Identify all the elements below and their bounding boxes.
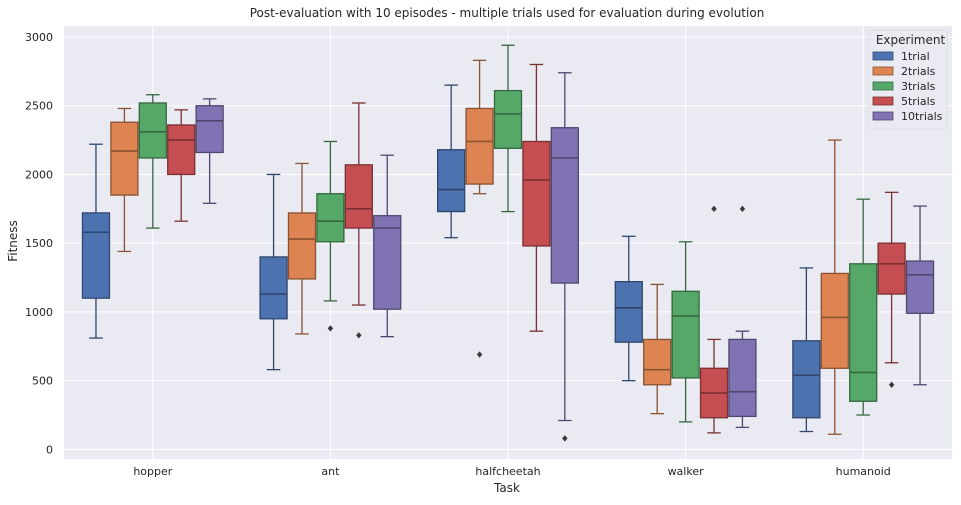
box-iqr (138, 102, 167, 159)
outlier-point (888, 381, 895, 388)
box-3trials-hopper (138, 94, 167, 229)
box-iqr (550, 127, 579, 284)
outlier-point (711, 205, 717, 213)
x-tick-label: halfcheetah (475, 465, 540, 478)
legend-title: Experiment (876, 33, 946, 47)
box-iqr (316, 193, 345, 243)
box-iqr (877, 242, 906, 295)
box-5trials-hopper (167, 109, 196, 222)
box-3trials-halfcheetah (493, 44, 523, 213)
legend-label: 2trials (901, 65, 936, 78)
box-series-group (81, 44, 935, 442)
legend-label: 1trial (901, 50, 930, 63)
box-iqr (195, 105, 224, 154)
box-2trials-walker (643, 283, 672, 415)
x-tick-label: walker (668, 465, 705, 478)
legend-swatch (872, 51, 894, 61)
box-2trials-hopper (110, 107, 139, 253)
box-iqr (167, 124, 196, 176)
box-iqr (728, 338, 757, 418)
legend-swatch (872, 96, 894, 106)
legend-swatch (872, 111, 894, 121)
box-2trials-humanoid (820, 139, 849, 435)
legend-swatch (872, 81, 894, 91)
box-1trial-hopper (81, 143, 111, 339)
legend-item-2trials: 2trials (872, 65, 936, 78)
box-iqr (522, 140, 551, 247)
legend-items: 1trial 2trials 3trials 5trials 10trials (872, 50, 943, 123)
y-tick-label: 1000 (25, 306, 53, 319)
box-1trial-ant (259, 173, 288, 371)
y-tick-label: 2000 (25, 168, 53, 181)
box-iqr (344, 164, 373, 229)
box-3trials-humanoid (849, 198, 878, 416)
box-10trials-ant (373, 154, 402, 338)
chart-title: Post-evaluation with 10 episodes - multi… (250, 6, 765, 20)
outlier-point (327, 325, 334, 332)
box-10trials-hopper (195, 98, 224, 204)
box-5trials-walker (699, 205, 729, 434)
box-5trials-ant (344, 102, 373, 339)
box-iqr (820, 272, 849, 369)
y-tick-label: 1500 (25, 237, 53, 250)
legend-item-5trials: 5trials (872, 95, 936, 108)
box-iqr (671, 290, 700, 379)
box-iqr (905, 260, 935, 314)
legend-item-1trial: 1trial (872, 50, 930, 63)
box-iqr (81, 212, 111, 299)
y-tick-label: 500 (32, 375, 53, 388)
outlier-point (476, 351, 483, 358)
legend-label: 3trials (901, 80, 936, 93)
y-tick-label: 0 (46, 443, 53, 456)
box-iqr (493, 89, 523, 149)
x-tick-label: humanoid (836, 465, 891, 478)
box-iqr (465, 107, 494, 185)
box-10trials-halfcheetah (550, 72, 579, 442)
box-1trial-walker (614, 235, 643, 382)
box-5trials-halfcheetah (522, 63, 551, 332)
outlier-point (562, 435, 568, 442)
outlier-point (356, 332, 362, 339)
y-tick-label: 3000 (25, 31, 53, 44)
legend-label: 5trials (901, 95, 936, 108)
legend-swatch (872, 66, 894, 76)
x-axis-title: Task (493, 481, 520, 495)
box-5trials-humanoid (877, 191, 906, 388)
x-tick-label: hopper (133, 465, 172, 478)
legend-label: 10trials (901, 110, 943, 123)
legend-item-10trials: 10trials (872, 110, 943, 123)
box-3trials-walker (671, 241, 700, 423)
box-2trials-halfcheetah (465, 59, 494, 358)
y-tick-label: 2500 (25, 100, 53, 113)
box-10trials-walker (728, 205, 757, 429)
box-iqr (792, 340, 821, 419)
box-1trial-humanoid (792, 267, 821, 433)
legend-item-3trials: 3trials (872, 80, 936, 93)
box-iqr (259, 256, 288, 320)
box-iqr (614, 281, 643, 343)
x-tick-label: ant (321, 465, 340, 478)
legend: Experiment 1trial 2trials 3trials 5trials 10… (867, 29, 948, 130)
box-iqr (373, 215, 402, 310)
box-iqr (110, 121, 139, 196)
outlier-point (739, 205, 746, 213)
box-10trials-humanoid (905, 205, 935, 386)
box-iqr (287, 212, 317, 280)
y-axis-title: Fitness (6, 220, 20, 262)
box-3trials-ant (316, 140, 345, 332)
x-tick-labels: hopper ant halfcheetah walker humanoid (133, 465, 890, 478)
box-iqr (849, 263, 878, 402)
box-iqr (437, 149, 466, 213)
box-iqr (643, 338, 672, 386)
box-1trial-halfcheetah (437, 84, 466, 239)
y-tick-labels: 0 500 1000 1500 2000 2500 3000 (25, 31, 53, 456)
box-2trials-ant (287, 162, 317, 335)
